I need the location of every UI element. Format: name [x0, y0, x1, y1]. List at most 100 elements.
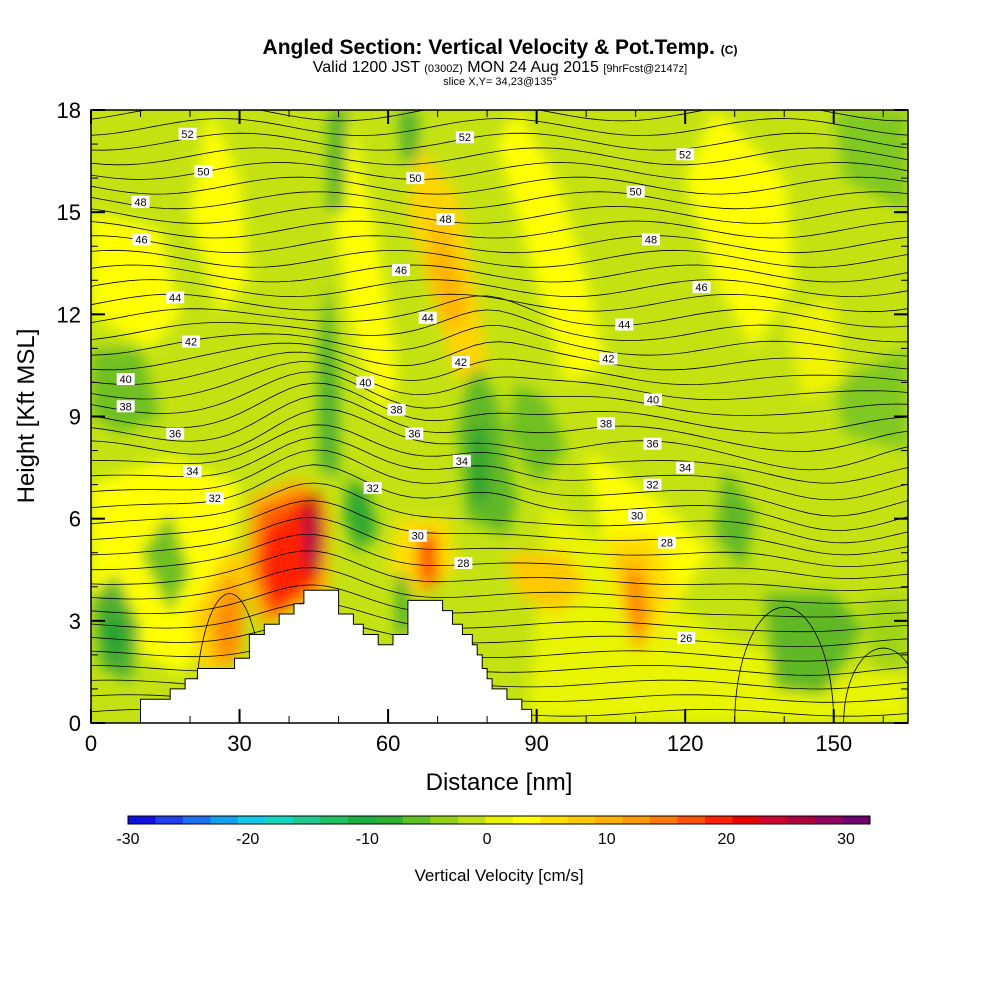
contour-label: 40 [643, 393, 662, 406]
theta-contour [91, 550, 908, 591]
terrain [91, 589, 533, 723]
velocity-region [714, 467, 755, 570]
velocity-region [190, 110, 250, 315]
colorbar-swatch [320, 816, 349, 824]
colorbar-swatch [457, 816, 486, 824]
contour-label-text: 38 [120, 401, 132, 413]
theta-contour [91, 132, 908, 151]
contour-label-text: 36 [169, 429, 181, 441]
contour-label-text: 48 [439, 214, 451, 226]
x-tick-label: 30 [227, 731, 251, 756]
colorbar-swatch [210, 816, 239, 824]
colorbar-swatch [402, 816, 431, 824]
theta-contour [91, 620, 908, 648]
colorbar-tick-label: -10 [356, 831, 379, 848]
contour-label: 38 [387, 403, 406, 417]
velocity-region [833, 110, 908, 213]
contour-label-text: 30 [631, 510, 643, 522]
contour-label-text: 34 [456, 456, 468, 468]
theta-contour [91, 424, 908, 484]
colorbar-swatch [760, 816, 789, 824]
slice-info: slice X,Y= 34,23@135° [443, 76, 557, 88]
colorbar-swatch [787, 816, 816, 824]
contour-label: 34 [183, 464, 202, 478]
velocity-region [398, 569, 408, 638]
theta-contour [91, 517, 908, 568]
velocity-region [497, 110, 606, 383]
theta-contour [91, 264, 908, 283]
contour-label-text: 48 [645, 234, 657, 246]
velocity-region [140, 511, 190, 614]
contour-label: 44 [418, 311, 437, 325]
contour-label: 36 [643, 437, 662, 451]
theta-contour [91, 279, 908, 298]
theta-contour [91, 293, 908, 313]
colorbar-swatch [815, 816, 844, 824]
contour-label-text: 46 [135, 234, 147, 246]
colorbar-swatch [265, 816, 294, 824]
contour-label-text: 44 [169, 292, 181, 304]
theta-contour [91, 341, 908, 371]
contour-label: 44 [166, 291, 185, 304]
subtitle-valid: Valid 1200 JST [312, 59, 420, 76]
y-axis-label: Height [Kft MSL] [13, 329, 40, 504]
title-main: Angled Section: Vertical Velocity & Pot.… [262, 36, 715, 59]
contour-label-text: 32 [209, 493, 221, 505]
theta-contour [91, 295, 908, 328]
contour-label-text: 48 [134, 197, 146, 209]
contour-label: 26 [677, 631, 696, 645]
theta-contour [91, 309, 908, 343]
contour-label-text: 38 [600, 418, 612, 430]
contour-label: 48 [131, 195, 150, 209]
contour-label: 32 [363, 482, 382, 495]
contour-label-text: 50 [630, 187, 642, 199]
contour-label-text: 26 [680, 633, 692, 645]
contour-labels: 52 50 48 46 44 42 40 38 36 34 32 52 50 48 46 44 42 40 38 36… [116, 127, 711, 645]
velocity-region [209, 569, 245, 669]
theta-contour [734, 606, 835, 723]
contour-label-text: 46 [695, 282, 707, 294]
y-tick-label: 6 [69, 507, 81, 532]
theta-contour [91, 351, 908, 386]
theta-contour [91, 325, 908, 357]
theta-contour [91, 118, 908, 136]
contour-label: 46 [391, 264, 410, 277]
colorbar-swatch [128, 816, 156, 824]
chart-subtitle: Valid 1200 JST (0300Z) MON 24 Aug 2015 [… [0, 59, 1000, 77]
contour-label-text: 44 [618, 320, 630, 332]
x-tick-label: 120 [667, 731, 704, 756]
colorbar-swatch [292, 816, 321, 824]
x-tick-label: 150 [815, 731, 852, 756]
contour-label: 50 [406, 172, 425, 185]
contour-label: 52 [676, 148, 695, 161]
subtitle-utc: (0300Z) [424, 63, 463, 75]
contour-label: 52 [455, 131, 474, 144]
colorbar-swatch [732, 816, 761, 824]
contour-label-text: 50 [409, 173, 421, 185]
theta-contour [91, 162, 908, 180]
theta-contour [91, 382, 908, 434]
x-axis-label: Distance [nm] [426, 769, 573, 796]
colorbar-label: Vertical Velocity [cm/s] [414, 866, 583, 885]
theta-contour [91, 534, 908, 579]
contour-label: 32 [205, 492, 224, 505]
contour-label-text: 42 [185, 337, 197, 349]
colorbar-swatch [182, 816, 211, 824]
colorbar-tick-label: 30 [837, 831, 855, 848]
x-axis: 0 30 60 90 120 150 [85, 110, 884, 756]
vertical-velocity-field [91, 110, 908, 723]
velocity-region [318, 280, 339, 478]
colorbar-swatch [485, 816, 514, 824]
contour-label-text: 32 [646, 480, 658, 492]
velocity-region [328, 110, 398, 417]
colorbar-swatch [237, 816, 266, 824]
velocity-region [472, 423, 488, 502]
contour-label: 42 [599, 352, 618, 366]
y-tick-label: 3 [69, 609, 81, 634]
velocity-region [328, 110, 349, 213]
contour-label-text: 34 [186, 466, 198, 478]
contour-label: 46 [692, 281, 711, 294]
contour-label: 28 [657, 536, 676, 550]
